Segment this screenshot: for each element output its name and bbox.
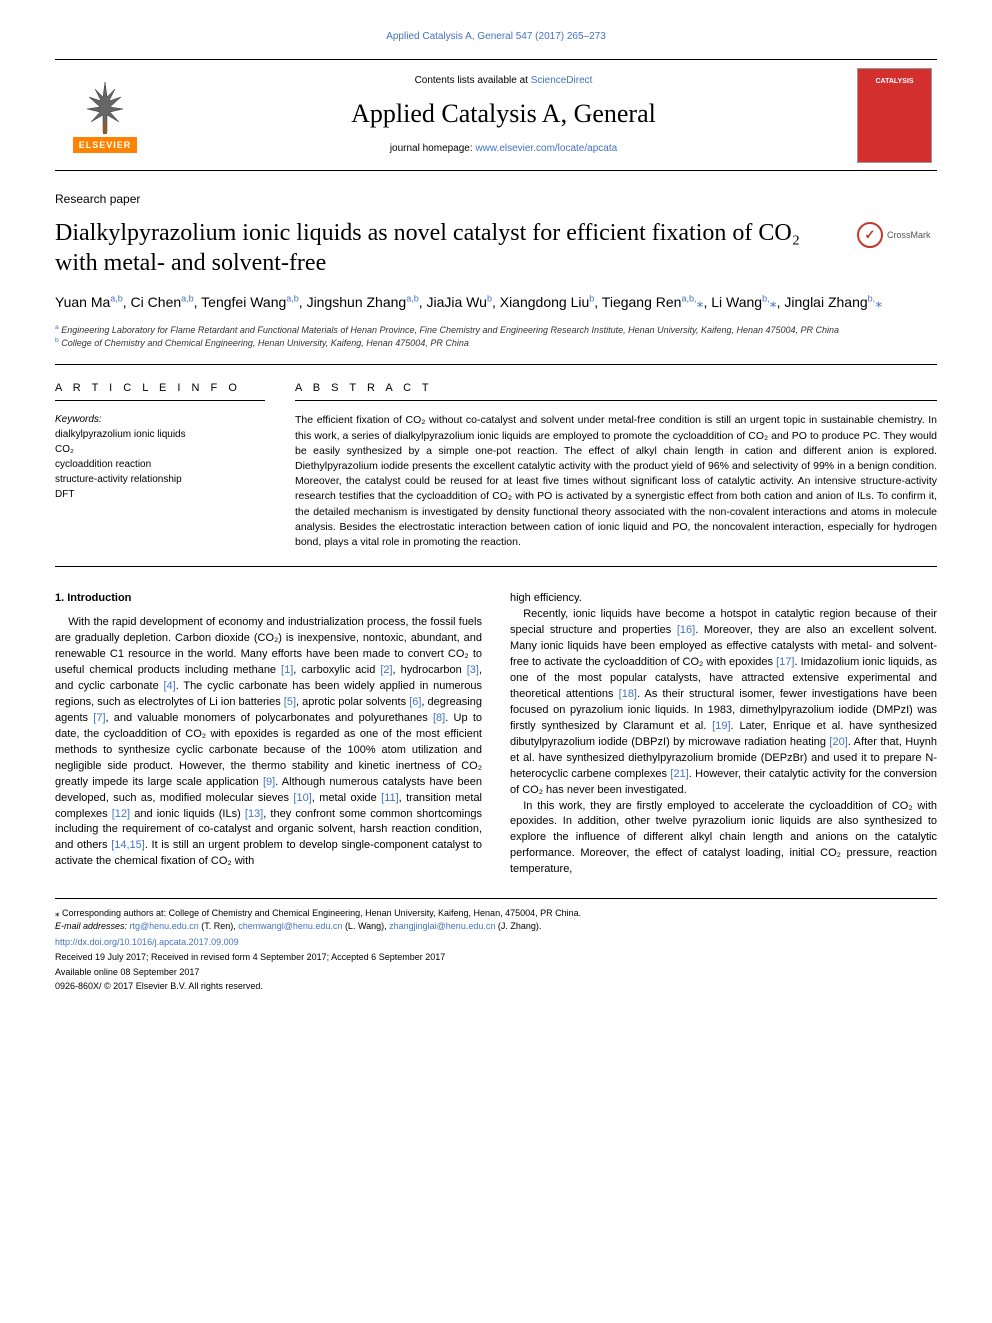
section-head-intro: 1. Introduction — [55, 591, 482, 607]
journal-header: ELSEVIER Contents lists available at Sci… — [55, 59, 937, 171]
article-info: A R T I C L E I N F O Keywords: dialkylp… — [55, 381, 265, 550]
sciencedirect-link[interactable]: ScienceDirect — [531, 75, 593, 86]
doi-link[interactable]: http://dx.doi.org/10.1016/j.apcata.2017.… — [55, 937, 239, 947]
footnotes: ⁎ Corresponding authors at: College of C… — [55, 898, 937, 993]
corresponding-note: ⁎ Corresponding authors at: College of C… — [55, 907, 937, 920]
citation-link[interactable]: Applied Catalysis A, General 547 (2017) … — [386, 31, 606, 42]
emails: rtg@henu.edu.cn (T. Ren), chemwangl@henu… — [130, 921, 542, 931]
homepage-link[interactable]: www.elsevier.com/locate/apcata — [475, 143, 617, 154]
affiliation-a: Engineering Laboratory for Flame Retarda… — [61, 325, 839, 335]
journal-name: Applied Catalysis A, General — [175, 96, 832, 132]
online-date: Available online 08 September 2017 — [55, 966, 937, 979]
contents-prefix: Contents lists available at — [415, 75, 531, 86]
header-center: Contents lists available at ScienceDirec… — [155, 60, 852, 170]
body-p1: With the rapid development of economy an… — [55, 615, 482, 870]
citation-header: Applied Catalysis A, General 547 (2017) … — [55, 30, 937, 44]
homepage-line: journal homepage: www.elsevier.com/locat… — [175, 142, 832, 156]
contents-line: Contents lists available at ScienceDirec… — [175, 74, 832, 88]
keyword: DFT — [55, 487, 265, 502]
body-text: 1. Introduction With the rapid developme… — [55, 591, 937, 878]
keyword: CO₂ — [55, 442, 265, 457]
copyright: 0926-860X/ © 2017 Elsevier B.V. All righ… — [55, 980, 937, 993]
publisher-logo-block: ELSEVIER — [55, 60, 155, 170]
publisher-name: ELSEVIER — [73, 137, 138, 154]
keywords-label: Keywords: — [55, 413, 265, 427]
elsevier-tree-icon — [75, 77, 135, 137]
keyword: structure-activity relationship — [55, 472, 265, 487]
journal-cover-text: CATALYSIS — [876, 77, 914, 87]
paper-type: Research paper — [55, 191, 937, 208]
abstract-text: The efficient fixation of CO₂ without co… — [295, 413, 937, 550]
homepage-prefix: journal homepage: — [390, 143, 476, 154]
keywords-list: dialkylpyrazolium ionic liquids CO₂ cycl… — [55, 427, 265, 502]
body-p2: Recently, ionic liquids have become a ho… — [510, 607, 937, 798]
keyword: dialkylpyrazolium ionic liquids — [55, 427, 265, 442]
body-p3: In this work, they are firstly employed … — [510, 799, 937, 879]
journal-cover: CATALYSIS — [857, 68, 932, 163]
authors: Yuan Maa,b, Ci Chena,b, Tengfei Wanga,b,… — [55, 292, 937, 313]
keyword: cycloaddition reaction — [55, 457, 265, 472]
abstract: A B S T R A C T The efficient fixation o… — [295, 381, 937, 550]
crossmark-badge[interactable]: ✓ CrossMark — [857, 222, 937, 248]
crossmark-icon: ✓ — [857, 222, 883, 248]
article-info-head: A R T I C L E I N F O — [55, 381, 265, 401]
journal-cover-block: CATALYSIS — [852, 60, 937, 170]
affiliation-b: College of Chemistry and Chemical Engine… — [61, 338, 469, 348]
emails-label: E-mail addresses: — [55, 921, 130, 931]
abstract-head: A B S T R A C T — [295, 381, 937, 401]
paper-title: Dialkylpyrazolium ionic liquids as novel… — [55, 218, 837, 278]
received-dates: Received 19 July 2017; Received in revis… — [55, 951, 937, 964]
crossmark-label: CrossMark — [887, 229, 931, 242]
body-p2-first: high efficiency. — [510, 591, 937, 607]
affiliations: a Engineering Laboratory for Flame Retar… — [55, 323, 937, 350]
emails-line: E-mail addresses: rtg@henu.edu.cn (T. Re… — [55, 920, 937, 933]
